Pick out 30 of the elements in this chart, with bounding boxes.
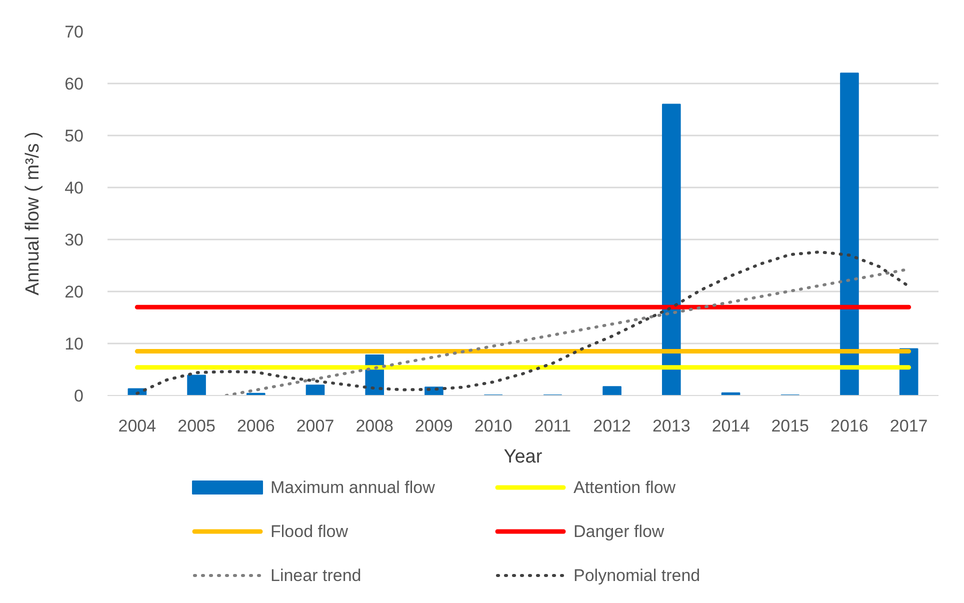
x-tick-label: 2012 xyxy=(593,416,631,436)
x-tick-label: 2008 xyxy=(356,416,394,436)
x-axis-title: Year xyxy=(504,446,543,468)
y-tick-label: 10 xyxy=(64,334,84,354)
y-tick-label: 40 xyxy=(64,178,84,198)
x-tick-label: 2013 xyxy=(652,416,690,436)
y-tick-label: 60 xyxy=(64,74,84,94)
legend-label: Linear trend xyxy=(270,566,362,585)
legend-label: Maximum annual flow xyxy=(270,478,436,497)
x-tick-label: 2005 xyxy=(178,416,216,436)
x-tick-label: 2006 xyxy=(236,416,275,436)
x-tick-label: 2015 xyxy=(771,416,810,436)
x-tick-label: 2016 xyxy=(830,416,868,436)
y-tick-label: 0 xyxy=(74,386,84,406)
legend-label: Polynomial trend xyxy=(574,566,700,585)
x-tick-label: 2014 xyxy=(712,416,750,436)
y-axis-title: Annual flow ( m³/s ) xyxy=(22,132,44,296)
x-tick-label: 2009 xyxy=(415,416,453,436)
x-tick-label: 2011 xyxy=(534,416,571,436)
legend-label: Attention flow xyxy=(574,478,676,497)
legend-label: Danger flow xyxy=(574,522,665,541)
x-tick-label: 2010 xyxy=(474,416,512,436)
y-tick-label: 50 xyxy=(64,126,84,146)
x-tick-label: 2007 xyxy=(296,416,334,436)
x-tick-label: 2017 xyxy=(890,416,928,436)
y-tick-label: 30 xyxy=(64,230,84,250)
y-tick-label: 70 xyxy=(64,22,84,42)
legend-label: Flood flow xyxy=(270,522,349,541)
x-tick-label: 2004 xyxy=(118,416,156,436)
y-tick-label: 20 xyxy=(64,282,84,302)
